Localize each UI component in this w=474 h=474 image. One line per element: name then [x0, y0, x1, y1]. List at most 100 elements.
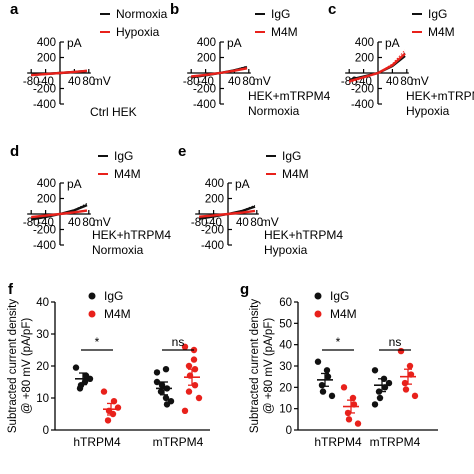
iv-error-band-0 [199, 204, 256, 220]
data-point [406, 362, 414, 370]
data-point [354, 420, 362, 427]
y-tick-label: 200 [37, 53, 56, 65]
significance-label: ns [389, 335, 402, 349]
y-tick-label: 400 [197, 37, 216, 49]
x-tick-label: 80 [82, 217, 95, 229]
y-tick-label: 200 [197, 53, 216, 65]
x-unit-label: mV [253, 74, 271, 88]
data-point [72, 364, 80, 371]
data-point [157, 388, 165, 395]
legend-label-1: M4M [428, 25, 455, 39]
data-point [153, 369, 161, 376]
x-unit-label: mV [411, 74, 429, 88]
x-tick-label: 80 [250, 217, 263, 229]
y-tick-label: -400 [33, 240, 56, 252]
data-point [323, 367, 331, 374]
y-tick-label: 400 [37, 37, 56, 49]
y-tick-label: -400 [193, 99, 216, 111]
y-tick-label: -200 [33, 84, 56, 96]
panel-letter: d [10, 143, 19, 160]
data-point [162, 394, 170, 402]
legend-label-0: IgG [104, 289, 123, 303]
x-tick-label: -40 [197, 76, 214, 88]
panel-caption: Hypoxia [406, 104, 450, 118]
x-tick-label: -40 [37, 76, 54, 88]
panel-letter: g [240, 281, 249, 298]
significance-label: * [95, 335, 100, 349]
data-point [319, 388, 327, 395]
x-category-label: mTRPM4 [153, 435, 204, 449]
data-point [185, 388, 193, 395]
iv-error-band-1 [199, 209, 256, 218]
panel-letter: f [8, 281, 14, 298]
x-unit-label: mV [93, 74, 111, 88]
y-unit-label: pA [235, 177, 250, 191]
legend-marker-1 [88, 310, 96, 318]
y-unit-label: pA [227, 36, 242, 50]
data-point [190, 356, 198, 363]
significance-label: * [336, 335, 341, 349]
x-category-label: mTRPM4 [370, 435, 421, 449]
legend-label-1: M4M [330, 307, 357, 321]
data-point [100, 388, 108, 395]
y-axis-label: Subtracted current density [7, 299, 19, 433]
data-point [318, 382, 326, 389]
panel-caption: Normoxia [248, 104, 300, 118]
y-tick-label: -200 [193, 84, 216, 96]
iv-error-band-0 [31, 203, 88, 221]
x-tick-label: -80 [183, 76, 200, 88]
y-unit-label: pA [67, 177, 82, 191]
x-unit-label: mV [93, 215, 111, 229]
x-tick-label: 40 [386, 76, 399, 88]
y-tick-label: 200 [205, 194, 224, 206]
x-tick-label: 40 [68, 217, 81, 229]
legend-label-0: Normoxia [116, 7, 168, 21]
iv-error-band-1 [31, 69, 88, 77]
data-point [195, 394, 203, 402]
iv-error-band-1 [349, 49, 406, 84]
y-axis-label: @ +80 mV (pA/pF) [21, 318, 33, 415]
data-point [328, 392, 336, 400]
y-tick-label: 400 [37, 178, 56, 190]
x-tick-label: 40 [236, 217, 249, 229]
panel-letter: a [10, 1, 19, 18]
y-tick-label: 400 [205, 178, 224, 190]
data-point [162, 366, 170, 373]
y-tick-label: 30 [279, 361, 292, 373]
y-tick-label: 20 [36, 361, 49, 373]
data-point [411, 392, 419, 400]
data-point [314, 358, 322, 365]
legend-label-1: M4M [104, 307, 131, 321]
legend-label-0: IgG [282, 149, 301, 163]
y-unit-label: pA [67, 36, 82, 50]
x-tick-label: 40 [68, 76, 81, 88]
panel-caption: Normoxia [92, 243, 144, 257]
x-tick-label: -80 [191, 217, 208, 229]
scatter-panel-f: f 0 10 20 30 40 Subtracted current density @ +8… [7, 281, 210, 449]
panel-letter: c [328, 1, 336, 18]
y-tick-label: 10 [279, 404, 292, 416]
x-unit-label: mV [261, 215, 279, 229]
y-tick-label: 400 [355, 37, 374, 49]
y-tick-label: 200 [355, 53, 374, 65]
iv-panel-a: a 400 200 -200 -400 -80-40 40 80 pA mV Normoxia Hyp… [10, 1, 168, 119]
panel-letter: e [178, 143, 186, 160]
panel-caption: Hypoxia [264, 243, 308, 257]
y-tick-label: 30 [36, 329, 49, 341]
data-point [185, 362, 193, 370]
y-tick-label: -200 [351, 84, 374, 96]
iv-panel-b: b 400 200 -200 -400 -80-40 40 80 pA mV IgG M4M HEK+m… [170, 1, 331, 118]
panel-caption: HEK+hTRPM4 [264, 228, 343, 242]
data-point [181, 343, 189, 350]
data-point [402, 386, 410, 393]
legend-label-0: IgG [428, 7, 447, 21]
x-tick-label: 80 [82, 76, 95, 88]
data-point [163, 401, 171, 408]
data-point [153, 378, 161, 386]
scatter-panel-g: g 0 10 20 30 40 50 60 Subtracted current density… [240, 281, 438, 449]
y-tick-label: -400 [201, 240, 224, 252]
x-tick-label: -40 [37, 217, 54, 229]
